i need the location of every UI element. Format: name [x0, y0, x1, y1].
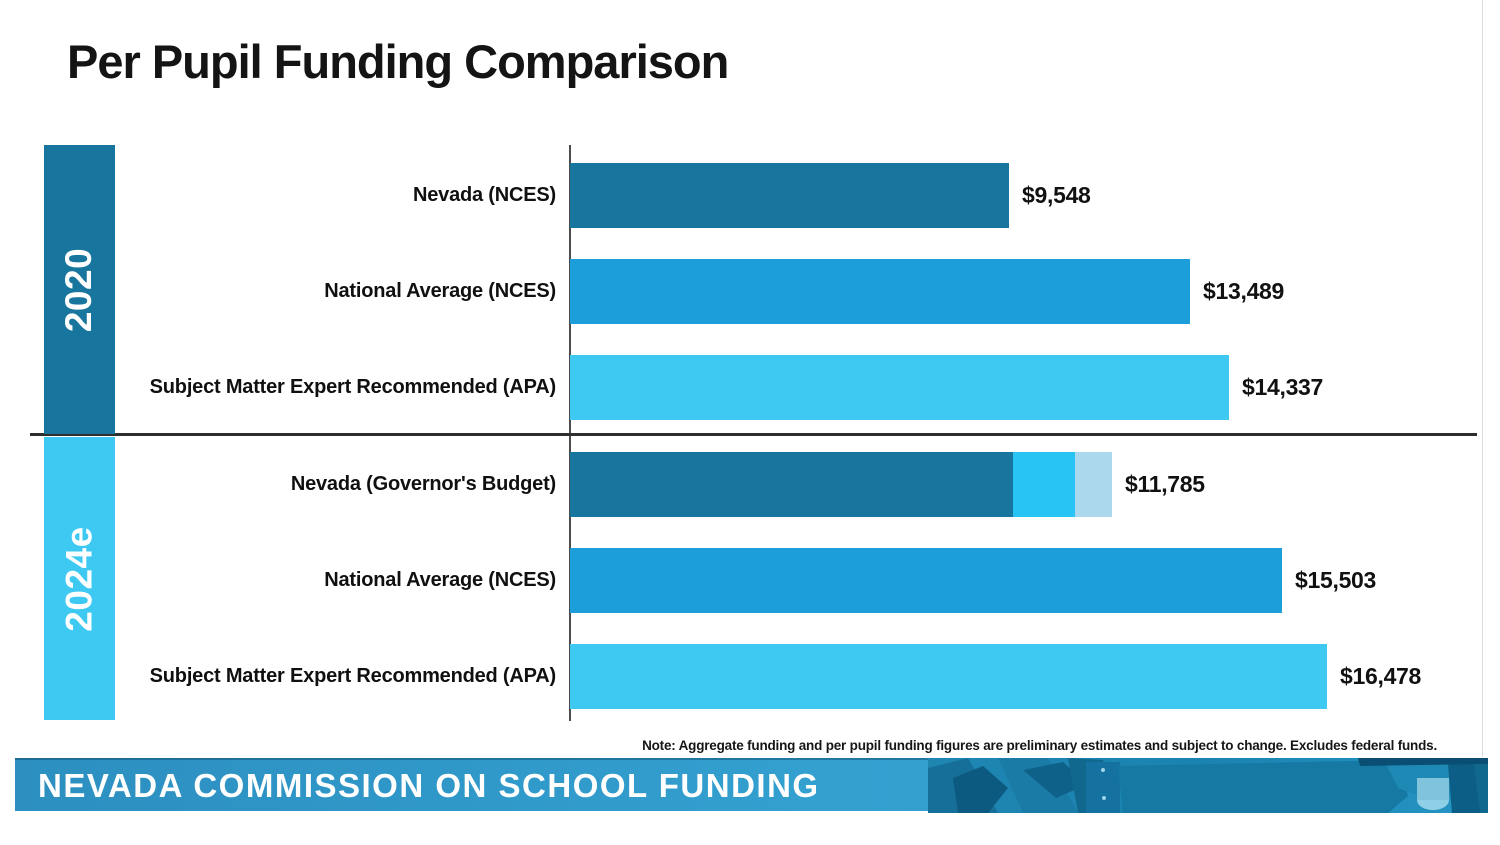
- slide-right-edge-line: [1482, 0, 1483, 757]
- bar-subject-matter-expert-recommended-apa-: [570, 355, 1229, 420]
- bar-segment: [570, 548, 1282, 613]
- bar-nevada-governor-s-budget-: [570, 452, 1112, 517]
- category-label: National Average (NCES): [324, 569, 556, 591]
- bar-segment: [570, 259, 1190, 324]
- value-label: $14,337: [1242, 374, 1324, 400]
- category-label: Nevada (Governor's Budget): [290, 473, 556, 495]
- bar-segment: [1075, 452, 1112, 517]
- group-sidebar-2024e: 2024e: [44, 437, 115, 720]
- bar-nevada-nces-: [570, 163, 1009, 228]
- bar-segment: [570, 355, 1229, 420]
- value-label: $13,489: [1203, 278, 1285, 304]
- value-label: $9,548: [1022, 182, 1091, 208]
- bar-subject-matter-expert-recommended-apa-: [570, 644, 1327, 709]
- bar-segment: [1013, 452, 1075, 517]
- value-label: $11,785: [1125, 471, 1205, 497]
- footer-banner: NEVADA COMMISSION ON SCHOOL FUNDING: [15, 758, 1488, 813]
- footnote: Note: Aggregate funding and per pupil fu…: [642, 738, 1437, 753]
- group-sidebar-label: 2020: [58, 247, 100, 332]
- value-label: $16,478: [1340, 663, 1422, 689]
- bar-national-average-nces-: [570, 259, 1190, 324]
- bar-national-average-nces-: [570, 548, 1282, 613]
- value-label: $15,503: [1295, 567, 1377, 593]
- category-label: Nevada (NCES): [413, 184, 556, 206]
- banner-title: NEVADA COMMISSION ON SCHOOL FUNDING: [38, 767, 820, 804]
- group-sidebar-2020: 2020: [44, 145, 115, 434]
- bar-segment: [570, 644, 1327, 709]
- category-label: Subject Matter Expert Recommended (APA): [149, 665, 557, 687]
- banner-photo: [928, 758, 1488, 813]
- category-label: Subject Matter Expert Recommended (APA): [149, 376, 557, 398]
- bar-segment: [570, 163, 1009, 228]
- category-label: National Average (NCES): [324, 280, 556, 302]
- group-divider-line: [30, 433, 1477, 436]
- group-sidebar-label: 2024e: [58, 525, 100, 632]
- page-title: Per Pupil Funding Comparison: [67, 35, 729, 88]
- bar-segment: [570, 452, 1013, 517]
